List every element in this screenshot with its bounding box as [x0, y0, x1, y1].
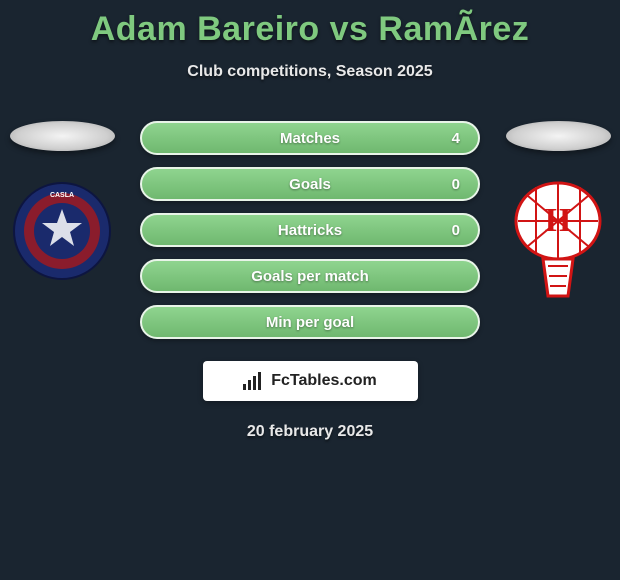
footer-brand-badge: FcTables.com [203, 361, 418, 401]
stat-row-hattricks: Hattricks 0 [140, 213, 480, 247]
right-avatar-placeholder [506, 121, 611, 151]
stats-bars: Matches 4 Goals 0 Hattricks 0 Goals per … [140, 121, 480, 351]
huracan-badge-icon: H [508, 181, 608, 311]
stat-row-matches: Matches 4 [140, 121, 480, 155]
stat-label: Goals per match [142, 268, 478, 285]
footer-brand-text: FcTables.com [271, 372, 377, 390]
stat-label: Hattricks [142, 222, 478, 239]
page-title: Adam Bareiro vs RamÃrez [0, 0, 620, 49]
stat-row-goals-per-match: Goals per match [140, 259, 480, 293]
left-avatar-placeholder [10, 121, 115, 151]
left-club-badge: CASLA [12, 181, 112, 286]
stat-row-min-per-goal: Min per goal [140, 305, 480, 339]
stat-value: 0 [452, 222, 460, 239]
stat-value: 4 [452, 130, 460, 147]
subtitle: Club competitions, Season 2025 [0, 63, 620, 81]
date-line: 20 february 2025 [0, 423, 620, 441]
svg-text:CASLA: CASLA [50, 192, 74, 199]
chart-bars-icon [243, 372, 265, 390]
right-player-column: H [498, 121, 618, 316]
comparison-content: CASLA Matches 4 Goals 0 Hattricks 0 Goal… [0, 121, 620, 351]
right-club-badge: H [508, 181, 608, 316]
left-player-column: CASLA [2, 121, 122, 286]
san-lorenzo-badge-icon: CASLA [12, 181, 112, 281]
stat-label: Matches [142, 130, 478, 147]
svg-text:H: H [545, 202, 571, 239]
stat-value: 0 [452, 176, 460, 193]
stat-label: Min per goal [142, 314, 478, 331]
stat-row-goals: Goals 0 [140, 167, 480, 201]
stat-label: Goals [142, 176, 478, 193]
